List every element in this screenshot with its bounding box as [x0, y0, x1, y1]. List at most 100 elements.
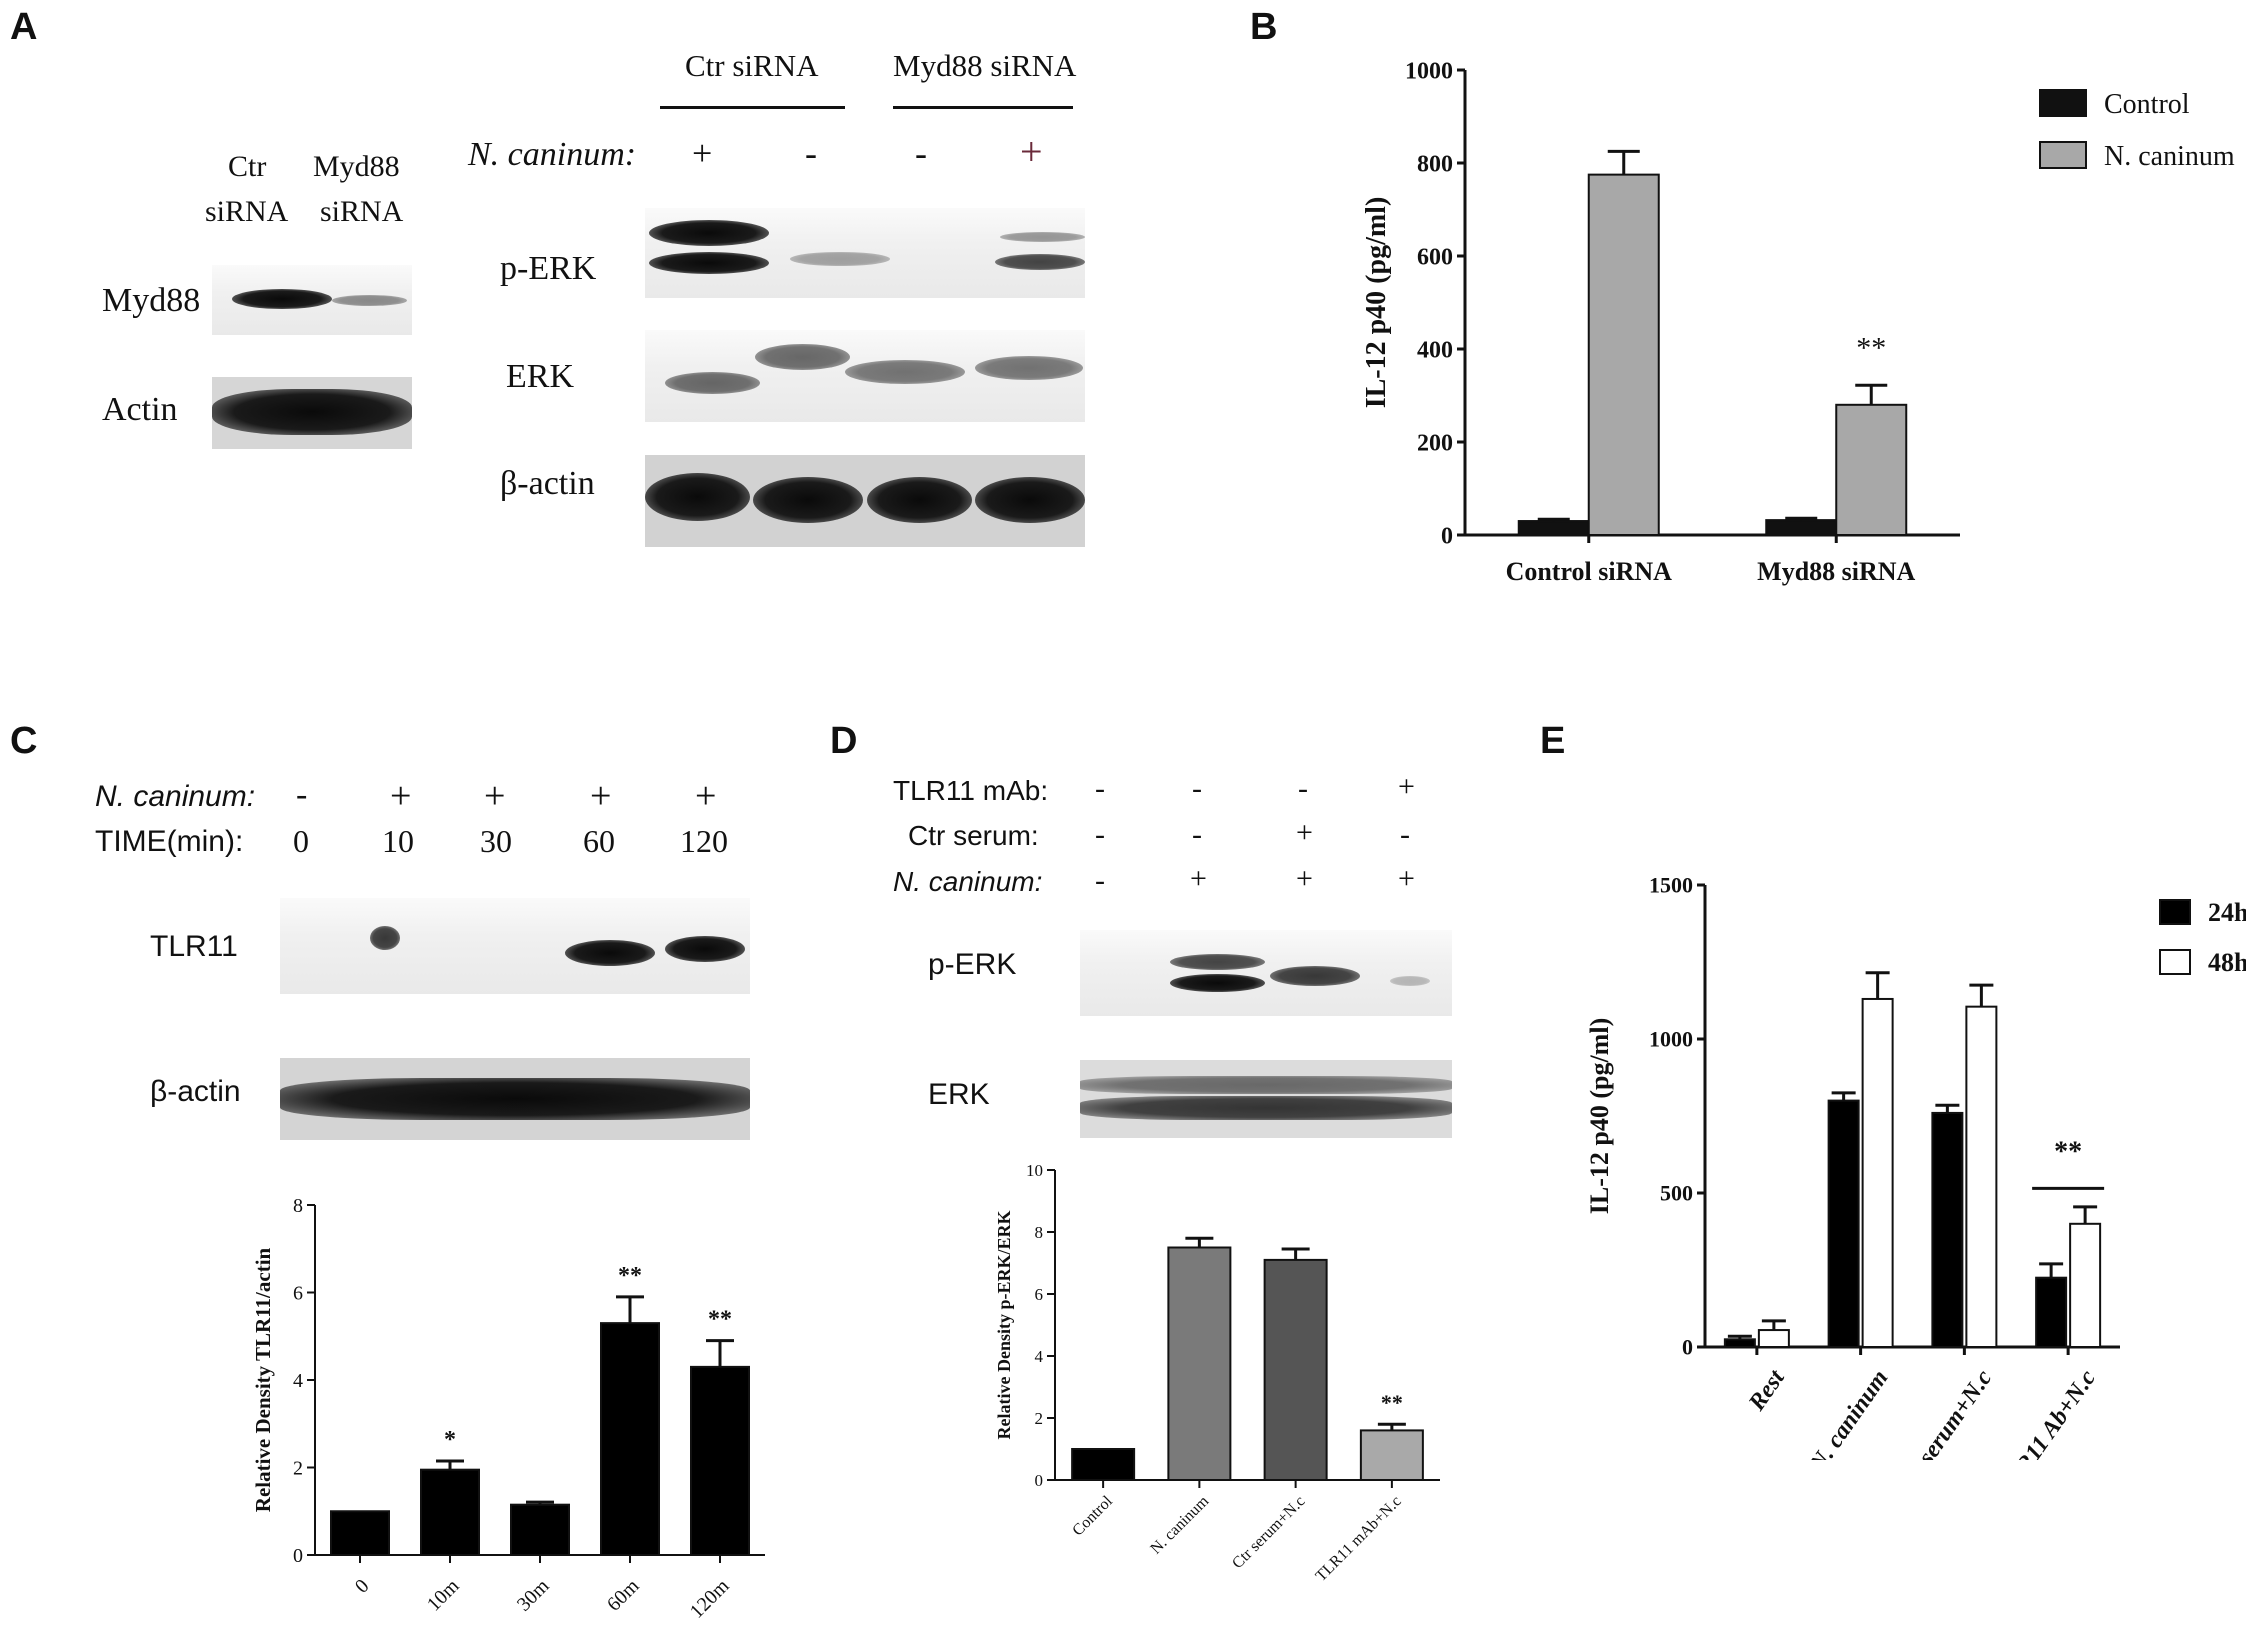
legend-label: 24h [2208, 898, 2246, 927]
c-sign-1: - [296, 776, 308, 813]
y-tick-label: 500 [1660, 1181, 1693, 1206]
bar [1765, 519, 1838, 536]
y-tick-label: 1000 [1405, 58, 1453, 84]
bar [1835, 403, 1908, 536]
group-underline-ctr [660, 106, 845, 109]
chart-b: 0 200 400 600 800 1000 IL-12 p40 (pg/ml) Contro… [1361, 58, 2235, 586]
y-tick-label: 0 [293, 1545, 303, 1567]
d-cond-label-3: N. caninum: [893, 866, 1043, 897]
x-tick-label: 60m [603, 1575, 644, 1616]
significance-label: ** [618, 1263, 642, 1289]
bar [1263, 1258, 1328, 1482]
bar [1861, 997, 1894, 1349]
d-cond-label-2: Ctr serum: [908, 820, 1039, 851]
group-underline-myd88 [893, 106, 1073, 109]
lane-label-ctr-l1: Ctr [228, 150, 267, 183]
bar [1931, 1111, 1964, 1348]
x-tick-label: TLR11 mAb+N.c [1313, 1493, 1405, 1585]
y-axis-title: Relative Density TLR11/actin [251, 1247, 275, 1512]
significance-label: * [444, 1427, 456, 1453]
x-tick-label: Ctr serum+N.c [1892, 1365, 1998, 1460]
lane-label-myd88-l1: Myd88 [313, 150, 400, 183]
lane-label-ctr-l2: siRNA [205, 195, 289, 228]
y-tick-label: 4 [1035, 1347, 1044, 1366]
lane-label-myd88-l2: siRNA [320, 195, 404, 228]
d-sign-1-2: - [1192, 772, 1202, 805]
d-row-label-p-erk: p-ERK [928, 948, 1017, 981]
treatment-sign-1: + [692, 133, 713, 173]
row-label-beta-actin: β-actin [500, 465, 595, 502]
y-tick-label: 200 [1417, 430, 1453, 456]
d-sign-2-2: - [1192, 818, 1202, 851]
bar [690, 1365, 750, 1556]
panel-letter-a: A [10, 6, 38, 48]
row-label-actin: Actin [102, 391, 178, 428]
d-sign-1-4: + [1398, 770, 1415, 803]
legend-swatch [2039, 141, 2087, 169]
y-tick-label: 1000 [1649, 1027, 1693, 1052]
panel-letter-d: D [830, 720, 858, 762]
c-time-label: TIME(min): [95, 825, 244, 858]
legend-label: N. caninum [2104, 141, 2235, 172]
bar [420, 1468, 480, 1556]
c-sign-2: + [390, 775, 412, 817]
panel-letter-b: B [1250, 6, 1278, 48]
d-cond-label-1: TLR11 mAb: [893, 775, 1049, 806]
blot-erk [645, 330, 1085, 422]
y-tick-label: 2 [1035, 1409, 1044, 1428]
x-tick-label: Control [1069, 1492, 1116, 1539]
bar [330, 1510, 390, 1556]
bar [1517, 520, 1590, 536]
bar [1167, 1246, 1232, 1481]
chart-c: 0 2 4 6 8 Relative Density TLR11/actin 0 * 10m 30… [251, 1195, 765, 1623]
y-tick-label: 6 [1035, 1285, 1044, 1304]
c-time-5: 120 [680, 823, 728, 859]
c-time-4: 60 [583, 823, 615, 859]
d-sign-3-1: - [1095, 864, 1105, 897]
blot-c-beta-actin [280, 1058, 750, 1140]
x-tick-label: 120m [686, 1575, 734, 1623]
row-label-myd88: Myd88 [102, 282, 201, 319]
blot-tlr11 [280, 898, 750, 994]
d-sign-2-1: - [1095, 818, 1105, 851]
bar [1723, 1338, 1756, 1348]
x-tick-label: 10m [423, 1575, 464, 1616]
y-tick-label: 6 [293, 1283, 303, 1305]
panel-letter-c: C [10, 720, 38, 762]
c-treatment-label: N. caninum: [95, 780, 256, 813]
legend-label: 48h [2208, 948, 2246, 977]
x-tick-label: 0 [351, 1575, 374, 1598]
bar [1587, 173, 1660, 536]
x-tick-label: N. caninum [1147, 1492, 1212, 1557]
y-axis-title: IL-12 p40 (pg/ml) [1585, 1018, 1614, 1214]
blot-d-p-erk [1080, 930, 1452, 1016]
significance-label: ** [708, 1307, 732, 1333]
y-tick-label: 600 [1417, 244, 1453, 270]
group-label-ctr-sirna: Ctr siRNA [685, 48, 819, 83]
y-axis-title: IL-12 p40 (pg/ml) [1361, 197, 1392, 409]
x-tick-label: Ctr serum+N.c [1229, 1493, 1308, 1572]
d-sign-2-4: - [1400, 818, 1410, 851]
blot-actin [212, 377, 412, 449]
d-sign-1-3: - [1298, 772, 1308, 805]
x-tick-label: 30m [513, 1575, 554, 1616]
group-label-myd88-sirna: Myd88 siRNA [893, 48, 1077, 83]
bar [510, 1503, 570, 1556]
bar [1965, 1005, 1998, 1348]
chart-e: 0 500 1000 1500 IL-12 p40 (pg/ml) Rest N. cani… [1585, 873, 2246, 1460]
bar [1071, 1448, 1136, 1481]
legend-swatch [2039, 89, 2087, 117]
c-sign-5: + [695, 775, 717, 817]
row-label-erk: ERK [506, 358, 574, 395]
blot-myd88 [212, 265, 412, 335]
x-tick-label: TLR11 Ab+N.c [1994, 1365, 2101, 1460]
y-tick-label: 400 [1417, 337, 1453, 363]
y-tick-label: 0 [1441, 523, 1453, 549]
y-tick-label: 8 [293, 1195, 303, 1217]
y-axis-title: Relative Density p-ERK/ERK [994, 1211, 1014, 1440]
c-row-label-beta-actin: β-actin [150, 1075, 241, 1108]
y-tick-label: 0 [1682, 1335, 1693, 1360]
c-time-2: 10 [382, 823, 414, 859]
d-sign-2-3: + [1296, 816, 1313, 849]
d-sign-1-1: - [1095, 772, 1105, 805]
